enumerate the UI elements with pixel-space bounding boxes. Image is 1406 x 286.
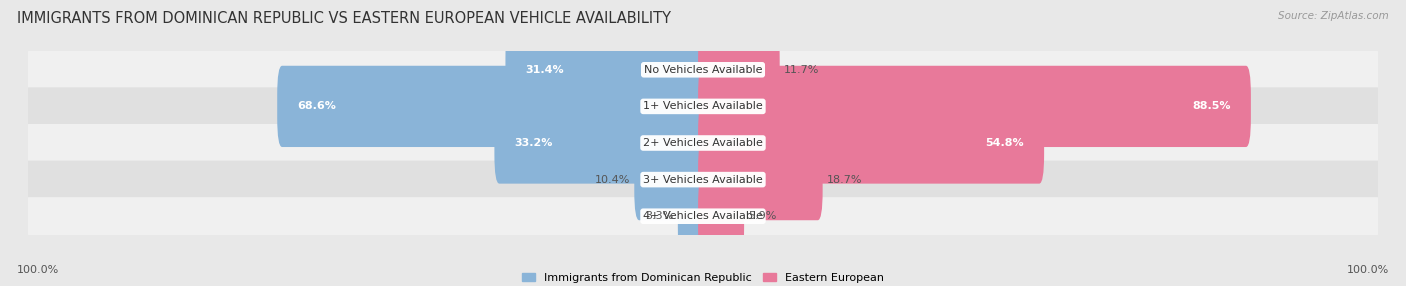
FancyBboxPatch shape	[28, 160, 1378, 199]
FancyBboxPatch shape	[28, 51, 1378, 89]
FancyBboxPatch shape	[699, 29, 780, 110]
FancyBboxPatch shape	[699, 176, 744, 257]
FancyBboxPatch shape	[28, 87, 1378, 126]
Text: 3.3%: 3.3%	[645, 211, 673, 221]
FancyBboxPatch shape	[505, 29, 707, 110]
Text: 88.5%: 88.5%	[1192, 102, 1230, 111]
FancyBboxPatch shape	[28, 197, 1378, 235]
Text: 54.8%: 54.8%	[986, 138, 1024, 148]
FancyBboxPatch shape	[678, 176, 707, 257]
Text: 1+ Vehicles Available: 1+ Vehicles Available	[643, 102, 763, 111]
FancyBboxPatch shape	[634, 139, 707, 220]
Text: 2+ Vehicles Available: 2+ Vehicles Available	[643, 138, 763, 148]
Text: IMMIGRANTS FROM DOMINICAN REPUBLIC VS EASTERN EUROPEAN VEHICLE AVAILABILITY: IMMIGRANTS FROM DOMINICAN REPUBLIC VS EA…	[17, 11, 671, 26]
Text: 100.0%: 100.0%	[1347, 265, 1389, 275]
FancyBboxPatch shape	[277, 66, 707, 147]
Text: 11.7%: 11.7%	[785, 65, 820, 75]
FancyBboxPatch shape	[28, 124, 1378, 162]
Text: 100.0%: 100.0%	[17, 265, 59, 275]
Text: 5.9%: 5.9%	[748, 211, 776, 221]
FancyBboxPatch shape	[699, 139, 823, 220]
FancyBboxPatch shape	[699, 66, 1251, 147]
FancyBboxPatch shape	[699, 102, 1045, 184]
Text: 31.4%: 31.4%	[526, 65, 564, 75]
Text: No Vehicles Available: No Vehicles Available	[644, 65, 762, 75]
Text: 33.2%: 33.2%	[515, 138, 553, 148]
Text: 3+ Vehicles Available: 3+ Vehicles Available	[643, 175, 763, 184]
Text: 10.4%: 10.4%	[595, 175, 630, 184]
FancyBboxPatch shape	[495, 102, 707, 184]
Text: 68.6%: 68.6%	[298, 102, 336, 111]
Text: 4+ Vehicles Available: 4+ Vehicles Available	[643, 211, 763, 221]
Text: Source: ZipAtlas.com: Source: ZipAtlas.com	[1278, 11, 1389, 21]
Legend: Immigrants from Dominican Republic, Eastern European: Immigrants from Dominican Republic, East…	[517, 269, 889, 286]
Text: 18.7%: 18.7%	[827, 175, 862, 184]
